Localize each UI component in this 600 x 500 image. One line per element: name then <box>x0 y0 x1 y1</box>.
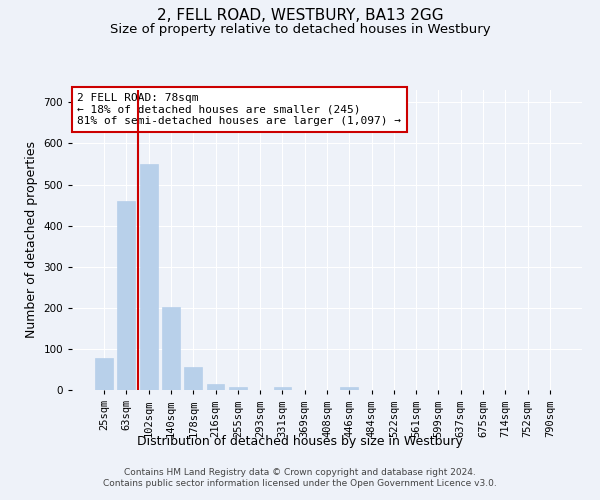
Text: 2, FELL ROAD, WESTBURY, BA13 2GG: 2, FELL ROAD, WESTBURY, BA13 2GG <box>157 8 443 22</box>
Text: Contains HM Land Registry data © Crown copyright and database right 2024.
Contai: Contains HM Land Registry data © Crown c… <box>103 468 497 487</box>
Bar <box>340 386 358 390</box>
Text: Distribution of detached houses by size in Westbury: Distribution of detached houses by size … <box>137 435 463 448</box>
Bar <box>274 386 292 390</box>
Text: Size of property relative to detached houses in Westbury: Size of property relative to detached ho… <box>110 22 490 36</box>
Bar <box>162 307 180 390</box>
Text: 2 FELL ROAD: 78sqm
← 18% of detached houses are smaller (245)
81% of semi-detach: 2 FELL ROAD: 78sqm ← 18% of detached hou… <box>77 93 401 126</box>
Bar <box>140 164 158 390</box>
Bar <box>229 386 247 390</box>
Bar <box>184 368 202 390</box>
Bar <box>95 358 113 390</box>
Bar <box>118 201 136 390</box>
Y-axis label: Number of detached properties: Number of detached properties <box>25 142 38 338</box>
Bar <box>206 384 224 390</box>
